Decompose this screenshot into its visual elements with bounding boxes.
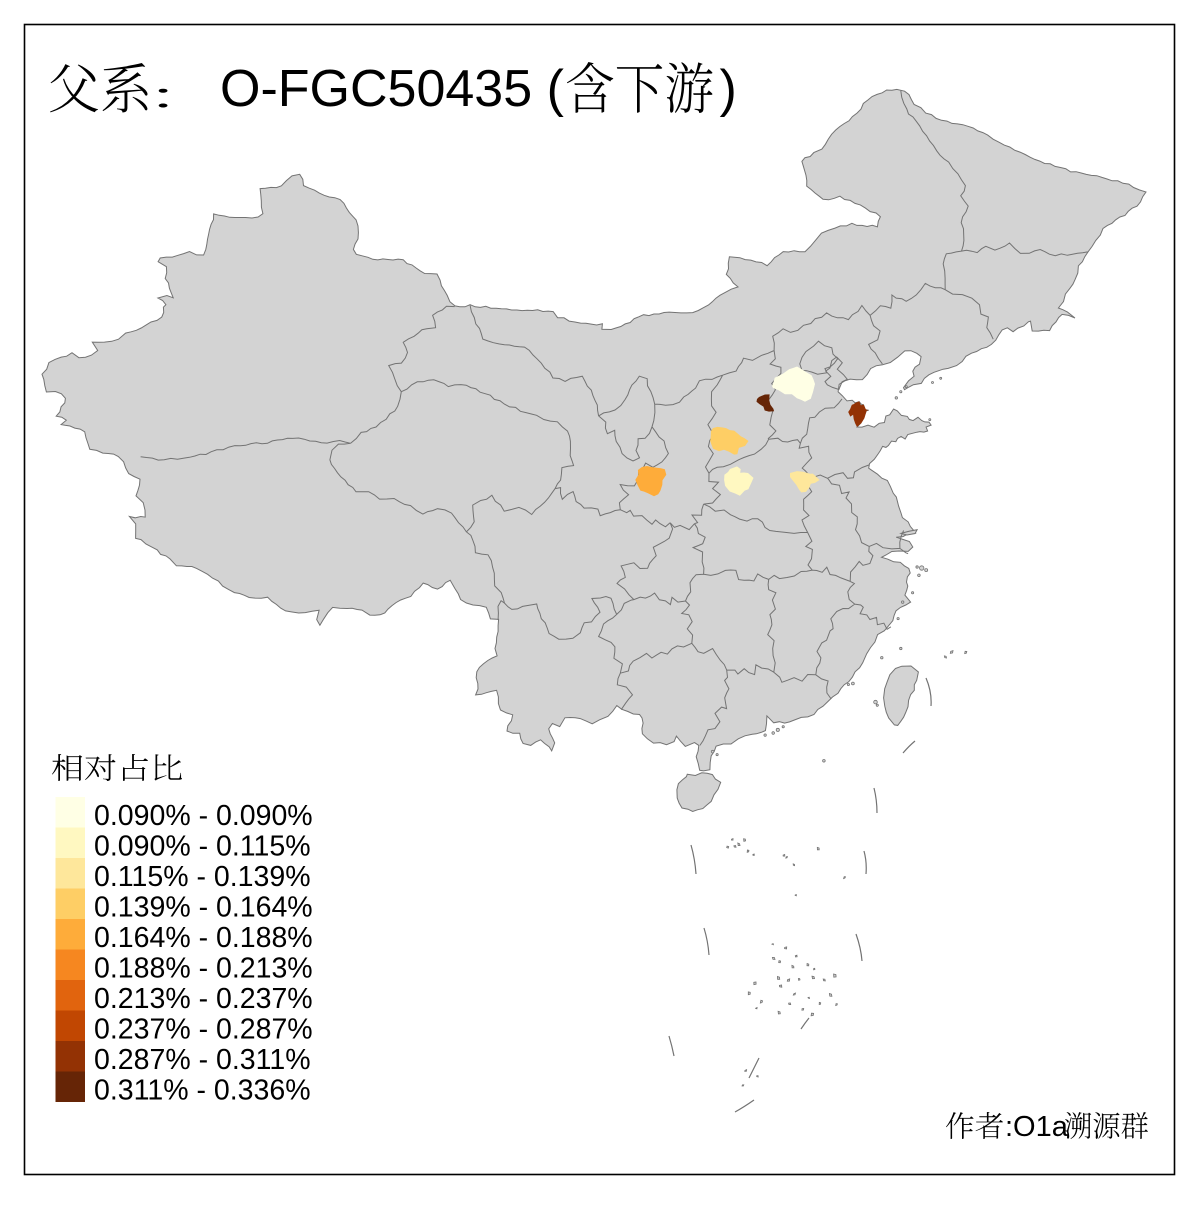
legend-swatch: [55, 1041, 85, 1072]
legend-label: 0.287% - 0.311%: [94, 1044, 311, 1076]
legend-labels: 0.090% - 0.090%0.090% - 0.115%0.115% - 0…: [94, 800, 313, 1107]
highlighted-region-5[interactable]: [635, 466, 667, 497]
highlighted-region-3[interactable]: [848, 401, 869, 427]
mainland-china: [41, 88, 1147, 772]
legend-label: 0.237% - 0.287%: [94, 1014, 313, 1046]
title-cjk-prefix: [50, 63, 168, 113]
legend-swatch: [55, 797, 85, 828]
nine-dash-line: [668, 677, 932, 1113]
highlighted-region-1[interactable]: [772, 366, 815, 402]
legend-swatches: [55, 797, 85, 1102]
legend-title: [52, 754, 182, 781]
title-cjk-suffix: [567, 62, 713, 113]
island-hainan: [676, 772, 722, 813]
island-taiwan: [883, 665, 919, 726]
attribution-latin: :O1a: [1005, 1111, 1069, 1143]
highlighted-region-7[interactable]: [790, 471, 820, 493]
title-close-paren: ): [720, 60, 737, 118]
legend-label: 0.139% - 0.164%: [94, 892, 313, 924]
title: O-FGC50435 ( ): [50, 60, 737, 118]
attribution-cjk-suffix: [1065, 1112, 1148, 1139]
legend-swatch: [55, 1071, 85, 1102]
island-chongming: [899, 529, 919, 536]
coastal-islets: [710, 376, 943, 763]
legend: 0.090% - 0.090%0.090% - 0.115%0.115% - 0…: [52, 754, 313, 1107]
highlighted-region-2[interactable]: [756, 394, 775, 412]
legend-label: 0.188% - 0.213%: [94, 953, 313, 985]
highlighted-region-4[interactable]: [710, 426, 749, 455]
title-latin: O-FGC50435 (: [220, 60, 565, 118]
legend-label: 0.090% - 0.115%: [94, 831, 311, 863]
sea-island-specks: [726, 649, 968, 1087]
attribution: :O1a: [946, 1111, 1148, 1143]
legend-swatch: [55, 919, 85, 950]
highlighted-region-6[interactable]: [724, 466, 754, 496]
legend-swatch: [55, 827, 85, 858]
legend-swatch: [55, 980, 85, 1011]
legend-label: 0.115% - 0.139%: [94, 861, 311, 893]
legend-swatch: [55, 949, 85, 980]
province-boundaries: [140, 90, 1088, 746]
legend-label: 0.311% - 0.336%: [94, 1075, 311, 1107]
legend-swatch: [55, 888, 85, 919]
legend-label: 0.164% - 0.188%: [94, 922, 313, 954]
legend-swatch: [55, 858, 85, 889]
plot-frame: [23, 23, 1176, 1176]
legend-label: 0.090% - 0.090%: [94, 800, 313, 832]
attribution-cjk-prefix: [946, 1112, 1003, 1139]
map-layer: [41, 88, 1147, 1113]
legend-label: 0.213% - 0.237%: [94, 983, 313, 1015]
legend-swatch: [55, 1010, 85, 1041]
